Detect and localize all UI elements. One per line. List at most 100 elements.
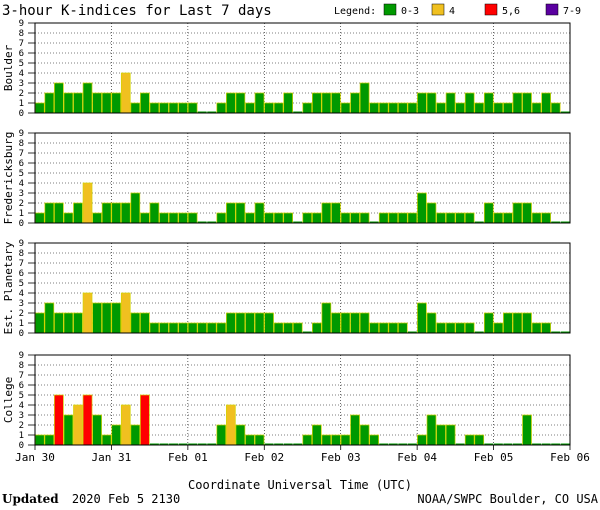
k-bar [235, 202, 246, 224]
k-bar [331, 312, 341, 334]
k-bar [111, 302, 122, 334]
y-tick-label: 2 [19, 421, 24, 431]
k-bar [274, 443, 284, 445]
k-bar [197, 221, 207, 223]
k-bar [169, 443, 179, 445]
y-tick-label: 4 [19, 289, 24, 299]
y-tick-label: 0 [19, 329, 24, 339]
y-tick-label: 0 [19, 109, 24, 119]
k-bar [522, 414, 532, 446]
k-bar [206, 322, 217, 334]
x-tick-label: Feb 05 [474, 451, 514, 464]
k-bar [350, 414, 360, 446]
k-bar [464, 322, 475, 334]
k-bar [321, 202, 332, 224]
k-bar [140, 394, 150, 446]
y-tick-label: 6 [19, 381, 24, 391]
k-bar [120, 404, 131, 446]
k-bar [436, 102, 446, 114]
y-tick-label: 3 [19, 299, 24, 309]
k-bar [321, 434, 332, 446]
k-bar [63, 312, 74, 334]
legend-label: Legend: [334, 6, 376, 17]
y-tick-label: 7 [19, 149, 24, 159]
k-bar [407, 443, 417, 445]
y-tick-label: 1 [19, 209, 24, 219]
k-bar [560, 331, 570, 333]
k-bar [436, 212, 446, 224]
k-bar [312, 212, 322, 224]
k-bar [149, 322, 160, 334]
k-bar [73, 92, 83, 114]
k-bar [254, 92, 265, 114]
k-bar [197, 322, 208, 334]
k-bar [254, 312, 265, 334]
k-bar [541, 322, 551, 334]
y-tick-label: 2 [19, 199, 24, 209]
k-bar [63, 92, 74, 114]
k-bar [82, 82, 93, 114]
k-bar [359, 424, 370, 446]
k-bar [197, 443, 207, 445]
k-bar [378, 322, 389, 334]
k-bar [130, 312, 141, 334]
k-bar [63, 212, 74, 224]
k-bar [44, 302, 55, 334]
k-bar [464, 212, 475, 224]
y-tick-label: 4 [19, 401, 24, 411]
k-bar [541, 92, 551, 114]
k-bar [149, 443, 159, 445]
k-bar [140, 312, 150, 334]
k-bar [178, 102, 188, 114]
k-bar [350, 92, 360, 114]
k-bar [273, 322, 284, 334]
k-bar [445, 92, 456, 114]
y-tick-label: 5 [19, 279, 24, 289]
k-bar [178, 322, 188, 334]
k-bar [264, 102, 274, 114]
k-bar [426, 312, 437, 334]
y-tick-label: 9 [19, 239, 24, 249]
k-bar [531, 102, 542, 114]
k-bar [216, 424, 227, 446]
k-bar [550, 102, 561, 114]
updated-value: 2020 Feb 5 2130 [72, 492, 180, 506]
k-bar [207, 111, 217, 113]
k-bar [159, 212, 169, 224]
k-bar [264, 443, 274, 445]
k-bar [551, 331, 561, 333]
station-label-boulder: Boulder [2, 44, 15, 91]
k-bar [140, 92, 150, 114]
k-bar [54, 202, 64, 224]
panels: 0123456789Boulder0123456789Fredericksbur… [2, 19, 571, 451]
k-bar [417, 192, 427, 224]
k-bar [235, 92, 246, 114]
k-bar [407, 212, 418, 224]
k-bar [302, 331, 312, 333]
k-bar [273, 212, 284, 224]
k-bar [254, 202, 265, 224]
k-bar [82, 394, 93, 446]
k-bar [512, 92, 523, 114]
k-bar [503, 212, 513, 224]
y-tick-label: 0 [19, 219, 24, 229]
k-bar [101, 302, 112, 334]
k-bar [245, 212, 255, 224]
k-bar [484, 443, 494, 445]
k-bar [216, 212, 227, 224]
k-bar [187, 212, 198, 224]
k-bar [130, 102, 141, 114]
k-bar [503, 102, 513, 114]
k-bar [455, 212, 465, 224]
x-tick-label: Feb 02 [244, 451, 284, 464]
y-tick-label: 4 [19, 69, 24, 79]
k-bar [369, 221, 379, 223]
k-bar [283, 92, 293, 114]
k-bar [378, 102, 389, 114]
k-bar [34, 102, 45, 114]
k-bar [426, 92, 437, 114]
k-bar [493, 443, 503, 445]
station-label-fredericksburg: Fredericksburg [2, 132, 15, 225]
